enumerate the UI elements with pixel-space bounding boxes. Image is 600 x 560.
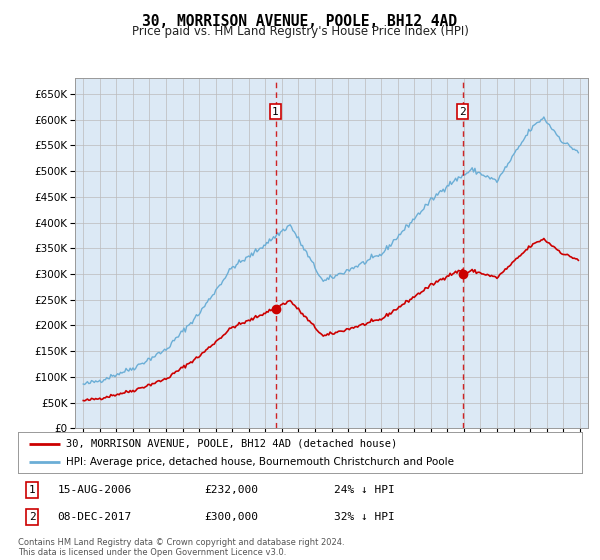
Text: 30, MORRISON AVENUE, POOLE, BH12 4AD: 30, MORRISON AVENUE, POOLE, BH12 4AD <box>143 14 458 29</box>
Text: 08-DEC-2017: 08-DEC-2017 <box>58 512 132 522</box>
Text: Contains HM Land Registry data © Crown copyright and database right 2024.
This d: Contains HM Land Registry data © Crown c… <box>18 538 344 557</box>
Text: 32% ↓ HPI: 32% ↓ HPI <box>334 512 395 522</box>
Text: HPI: Average price, detached house, Bournemouth Christchurch and Poole: HPI: Average price, detached house, Bour… <box>66 457 454 466</box>
Text: 1: 1 <box>29 485 35 494</box>
Text: Price paid vs. HM Land Registry's House Price Index (HPI): Price paid vs. HM Land Registry's House … <box>131 25 469 38</box>
Text: £232,000: £232,000 <box>204 485 258 494</box>
Text: 30, MORRISON AVENUE, POOLE, BH12 4AD (detached house): 30, MORRISON AVENUE, POOLE, BH12 4AD (de… <box>66 439 397 449</box>
Text: 15-AUG-2006: 15-AUG-2006 <box>58 485 132 494</box>
Text: £300,000: £300,000 <box>204 512 258 522</box>
Text: 2: 2 <box>29 512 35 522</box>
Text: 2: 2 <box>460 106 466 116</box>
Text: 24% ↓ HPI: 24% ↓ HPI <box>334 485 395 494</box>
Text: 1: 1 <box>272 106 279 116</box>
